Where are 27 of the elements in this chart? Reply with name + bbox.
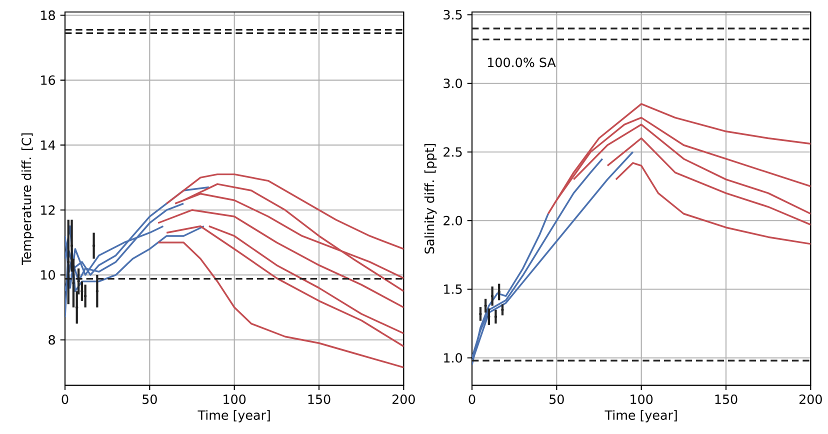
y-tick-label: 2.5 xyxy=(444,147,462,157)
y-tick-label: 3.5 xyxy=(444,10,462,20)
y-tick-label: 3.0 xyxy=(444,78,462,88)
x-axis-title: Time [year] xyxy=(604,410,677,422)
y-tick-label: 18 xyxy=(41,10,55,20)
x-tick-label: 150 xyxy=(715,394,738,404)
x-tick-label: 100 xyxy=(224,394,246,404)
y-tick-label: 10 xyxy=(41,270,56,280)
x-tick-label: 100 xyxy=(630,394,653,404)
y-tick-label: 1.0 xyxy=(444,353,462,363)
x-tick-label: 150 xyxy=(308,394,330,404)
y-axis-title: Salinity diff. [ppt] xyxy=(424,144,437,254)
y-axis-title: Temperature diff. [C] xyxy=(21,133,34,266)
y-tick-label: 12 xyxy=(41,205,55,215)
x-tick-label: 0 xyxy=(62,394,68,404)
y-tick-label: 14 xyxy=(41,140,56,150)
x-tick-label: 200 xyxy=(392,394,415,404)
x-tick-label: 200 xyxy=(799,394,822,404)
x-axis-title: Time [year] xyxy=(198,410,270,422)
y-tick-label: 16 xyxy=(41,75,56,85)
y-tick-label: 1.5 xyxy=(444,284,462,294)
x-tick-label: 0 xyxy=(468,394,476,404)
x-tick-label: 50 xyxy=(142,394,157,404)
y-tick-label: 2.0 xyxy=(444,216,462,226)
annotation: 100.0% SA xyxy=(488,58,556,68)
x-tick-label: 50 xyxy=(550,394,564,404)
y-tick-label: 8 xyxy=(48,335,55,345)
